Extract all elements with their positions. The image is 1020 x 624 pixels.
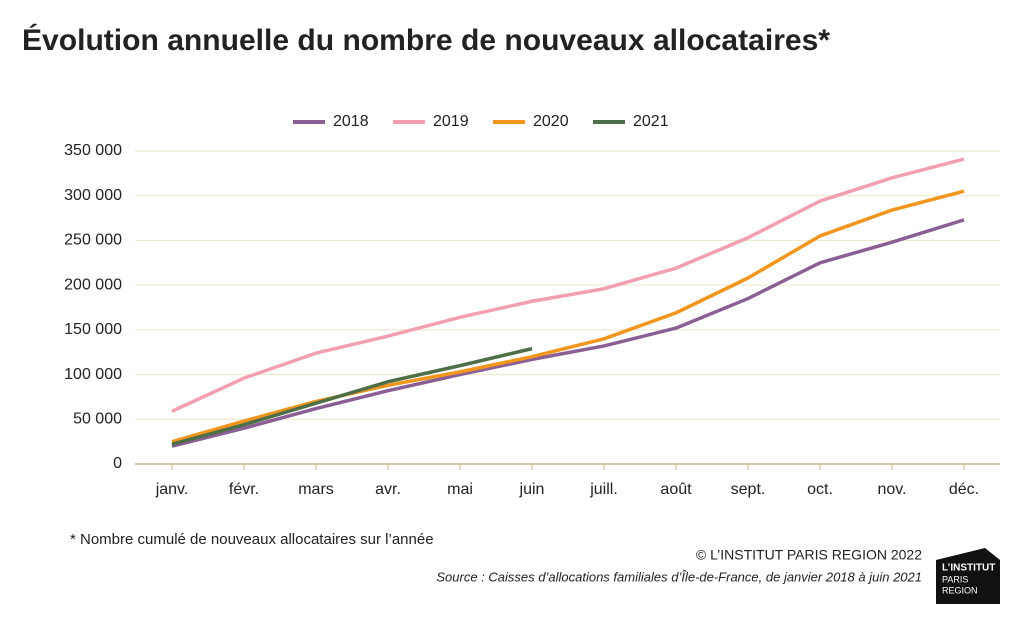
x-tick-label: janv. bbox=[155, 481, 189, 498]
x-tick-label: avr. bbox=[375, 481, 401, 498]
x-tick-label: juin bbox=[519, 481, 545, 498]
logo-text: PARIS bbox=[942, 574, 968, 584]
chart-title: Évolution annuelle du nombre de nouveaux… bbox=[22, 23, 830, 57]
x-tick-label: sept. bbox=[731, 481, 766, 498]
y-tick-label: 350 000 bbox=[64, 142, 122, 159]
logo-text: REGION bbox=[942, 585, 978, 595]
legend-label: 2018 bbox=[333, 113, 369, 130]
x-tick-label: août bbox=[660, 481, 692, 498]
x-tick-label: juill. bbox=[589, 481, 618, 498]
y-tick-label: 250 000 bbox=[64, 232, 122, 249]
x-tick-label: oct. bbox=[807, 481, 833, 498]
x-tick-label: nov. bbox=[877, 481, 906, 498]
footnote: * Nombre cumulé de nouveaux allocataires… bbox=[70, 531, 434, 548]
legend-label: 2019 bbox=[433, 113, 469, 130]
series-line bbox=[171, 157, 965, 413]
y-tick-label: 50 000 bbox=[73, 411, 122, 428]
source: Source : Caisses d’allocations familiale… bbox=[436, 569, 922, 584]
logo-text: L’INSTITUT bbox=[942, 563, 995, 574]
y-tick-label: 150 000 bbox=[64, 321, 122, 338]
x-tick-label: déc. bbox=[949, 481, 979, 498]
logo-shape bbox=[936, 548, 1000, 604]
y-tick-label: 200 000 bbox=[64, 276, 122, 293]
series-line bbox=[171, 189, 965, 444]
y-tick-label: 0 bbox=[113, 455, 122, 472]
y-tick-label: 300 000 bbox=[64, 187, 122, 204]
x-tick-label: mars bbox=[298, 481, 334, 498]
legend-label: 2021 bbox=[633, 113, 669, 130]
copyright: © L’INSTITUT PARIS REGION 2022 bbox=[696, 547, 922, 563]
series-line bbox=[171, 346, 533, 447]
y-tick-label: 100 000 bbox=[64, 366, 122, 383]
x-tick-label: févr. bbox=[229, 481, 259, 498]
series-line bbox=[171, 218, 965, 448]
x-tick-label: mai bbox=[447, 481, 473, 498]
legend-label: 2020 bbox=[533, 113, 569, 130]
